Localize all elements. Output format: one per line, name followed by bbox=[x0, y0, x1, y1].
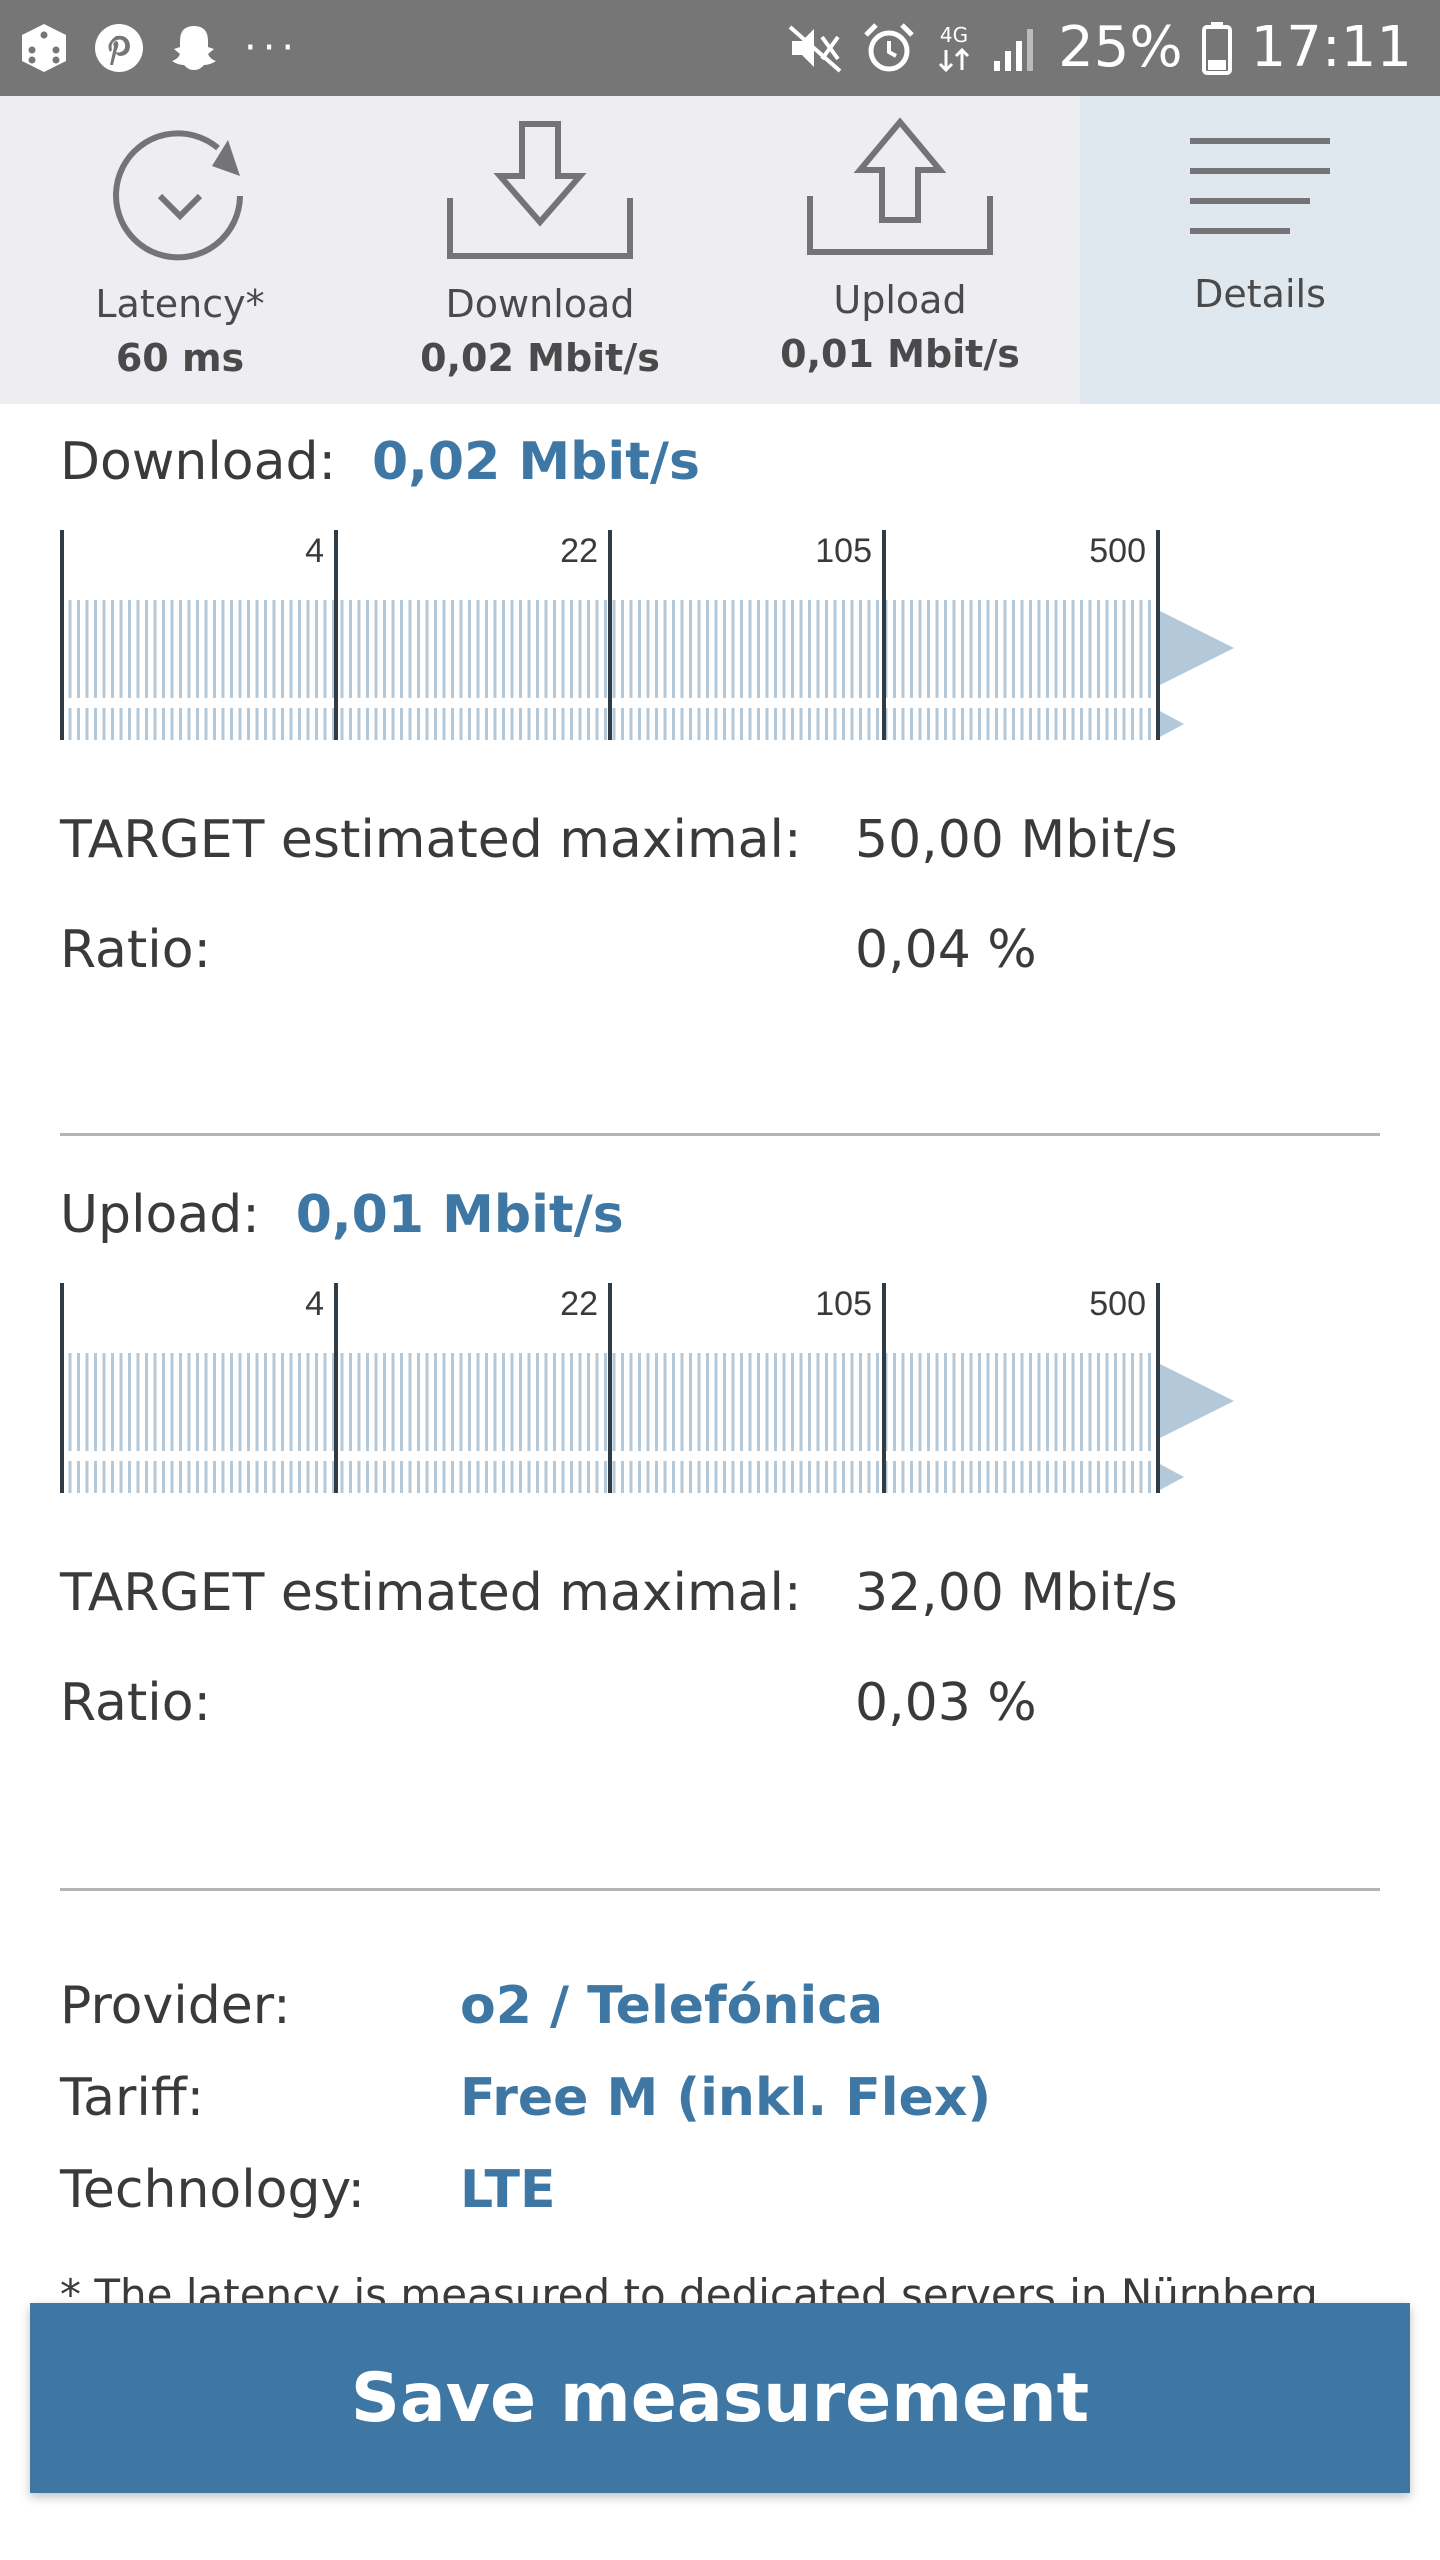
upload-ratio-label: Ratio: bbox=[60, 1673, 212, 1733]
status-bar: ··· 4G 25% 17:11 bbox=[0, 0, 1440, 96]
upload-target-value: 32,00 Mbit/s bbox=[855, 1563, 1178, 1623]
tab-details[interactable]: Details bbox=[1080, 96, 1440, 404]
scale-tick-label: 105 bbox=[815, 1285, 872, 1323]
scale-arrow bbox=[1158, 1463, 1184, 1491]
signal-icon bbox=[994, 29, 1034, 71]
scale-tick-label: 22 bbox=[560, 532, 598, 570]
download-ratio-value: 0,04 % bbox=[855, 920, 1037, 980]
scale-arrow bbox=[1158, 1363, 1234, 1439]
tariff-value: Free M (inkl. Flex) bbox=[460, 2068, 992, 2128]
tab-upload[interactable]: Upload 0,01 Mbit/s bbox=[720, 96, 1080, 404]
download-speed-scale: 4 22 105 500 bbox=[60, 530, 1234, 740]
tab-latency-value: 60 ms bbox=[115, 336, 245, 380]
scale-arrow bbox=[1158, 710, 1184, 738]
provider-label: Provider: bbox=[60, 1976, 291, 2036]
scale-tick-label: 500 bbox=[1089, 532, 1146, 570]
download-ratio-label: Ratio: bbox=[60, 920, 212, 980]
download-icon bbox=[447, 121, 633, 259]
clock: 17:11 bbox=[1250, 15, 1412, 80]
timer-icon bbox=[113, 130, 243, 261]
battery-percent: 25% bbox=[1058, 15, 1183, 80]
scale-arrow bbox=[1158, 610, 1234, 686]
upload-heading-label: Upload: bbox=[60, 1185, 260, 1245]
tab-upload-value: 0,01 Mbit/s bbox=[780, 332, 1020, 376]
upload-heading: Upload: 0,01 Mbit/s bbox=[60, 1185, 624, 1245]
status-bar-notifications: ··· bbox=[20, 18, 300, 78]
download-target-value: 50,00 Mbit/s bbox=[855, 810, 1178, 870]
upload-ratio-value: 0,03 % bbox=[855, 1673, 1037, 1733]
tab-latency[interactable]: Latency* 60 ms bbox=[0, 96, 360, 404]
download-heading-label: Download: bbox=[60, 432, 336, 492]
status-bar-system: 4G 25% 17:11 bbox=[788, 14, 1412, 82]
tab-upload-label: Upload bbox=[833, 278, 967, 322]
divider bbox=[60, 1888, 1380, 1891]
upload-target-label: TARGET estimated maximal: bbox=[60, 1563, 802, 1623]
download-section: Download: 0,02 Mbit/s 4 22 105 500 TARGET es… bbox=[60, 430, 1380, 1010]
divider bbox=[60, 1133, 1380, 1136]
scale-tick-label: 500 bbox=[1089, 1285, 1146, 1323]
snapchat-icon bbox=[172, 26, 216, 70]
download-heading: Download: 0,02 Mbit/s bbox=[60, 432, 700, 492]
menu-icon bbox=[1190, 138, 1330, 234]
tab-bar: Latency* 60 ms Download 0,02 Mbit/s Uplo… bbox=[0, 96, 1440, 404]
provider-value: o2 / Telefónica bbox=[460, 1976, 884, 2036]
upload-icon bbox=[807, 117, 993, 255]
scale-tick-label: 22 bbox=[560, 1285, 598, 1323]
upload-speed-scale: 4 22 105 500 bbox=[60, 1283, 1234, 1493]
download-heading-value: 0,02 Mbit/s bbox=[372, 432, 700, 492]
download-target-label: TARGET estimated maximal: bbox=[60, 810, 802, 870]
svg-text:4G: 4G bbox=[940, 23, 968, 47]
tab-download[interactable]: Download 0,02 Mbit/s bbox=[360, 96, 720, 404]
tab-latency-label: Latency* bbox=[95, 282, 265, 326]
scale-tick-label: 4 bbox=[305, 532, 324, 570]
battery-icon bbox=[1201, 22, 1232, 75]
save-measurement-button[interactable]: Save measurement bbox=[30, 2303, 1410, 2493]
technology-label: Technology: bbox=[60, 2160, 366, 2220]
alarm-icon bbox=[864, 23, 914, 72]
more-notifications: ··· bbox=[244, 25, 301, 71]
scale-tick-label: 105 bbox=[815, 532, 872, 570]
technology-value: LTE bbox=[460, 2160, 556, 2220]
pinterest-icon bbox=[95, 24, 143, 72]
tab-download-label: Download bbox=[445, 282, 635, 326]
tab-details-label: Details bbox=[1194, 272, 1326, 316]
scale-tick-label: 4 bbox=[305, 1285, 324, 1323]
tariff-label: Tariff: bbox=[60, 2068, 205, 2128]
dice-icon bbox=[22, 24, 66, 72]
mute-icon bbox=[788, 25, 842, 73]
network-4g-icon: 4G bbox=[939, 23, 970, 73]
upload-heading-value: 0,01 Mbit/s bbox=[295, 1185, 624, 1245]
tab-download-value: 0,02 Mbit/s bbox=[420, 336, 660, 380]
upload-section: Upload: 0,01 Mbit/s 4 22 105 500 TARGET esti… bbox=[60, 1183, 1380, 1763]
